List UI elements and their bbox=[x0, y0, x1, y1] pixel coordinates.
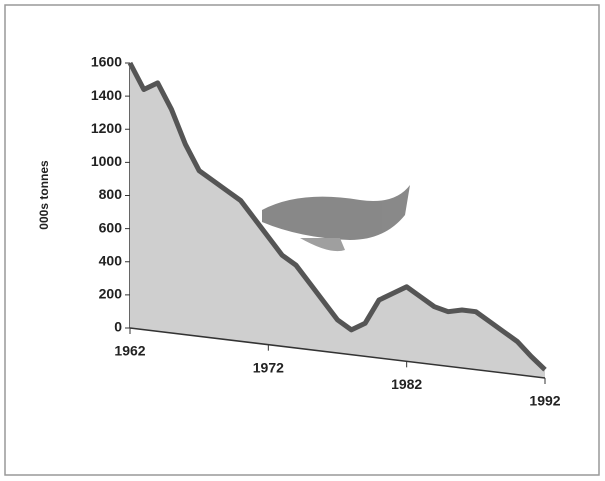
y-tick-label: 800 bbox=[99, 186, 123, 202]
x-axis bbox=[129, 327, 546, 379]
x-tick-label: 1962 bbox=[114, 343, 145, 359]
x-tick-label: 1982 bbox=[391, 376, 422, 392]
line bbox=[127, 61, 547, 372]
y-tick-label: 1600 bbox=[91, 54, 122, 70]
fish-fin bbox=[300, 238, 345, 252]
y-tick-label: 1200 bbox=[91, 120, 122, 136]
y-tick-label: 1400 bbox=[91, 87, 122, 103]
x-tick-label: 1972 bbox=[253, 359, 284, 375]
x-tick-label: 1992 bbox=[529, 393, 560, 409]
fish-body bbox=[262, 185, 410, 240]
area bbox=[130, 63, 545, 378]
y-tick-label: 600 bbox=[99, 219, 123, 235]
y-tick-label: 1000 bbox=[91, 153, 122, 169]
y-tick-label: 200 bbox=[99, 286, 123, 302]
y-tick-label: 0 bbox=[114, 319, 122, 335]
frame bbox=[4, 4, 600, 476]
y-tick-label: 400 bbox=[99, 252, 123, 268]
plot: 0 200 400 600 800 1000 1200 1400 1600 1962 1972 198… bbox=[91, 54, 561, 409]
y-axis-label: 000s tonnes bbox=[37, 160, 51, 230]
fish-illustration bbox=[262, 185, 410, 252]
